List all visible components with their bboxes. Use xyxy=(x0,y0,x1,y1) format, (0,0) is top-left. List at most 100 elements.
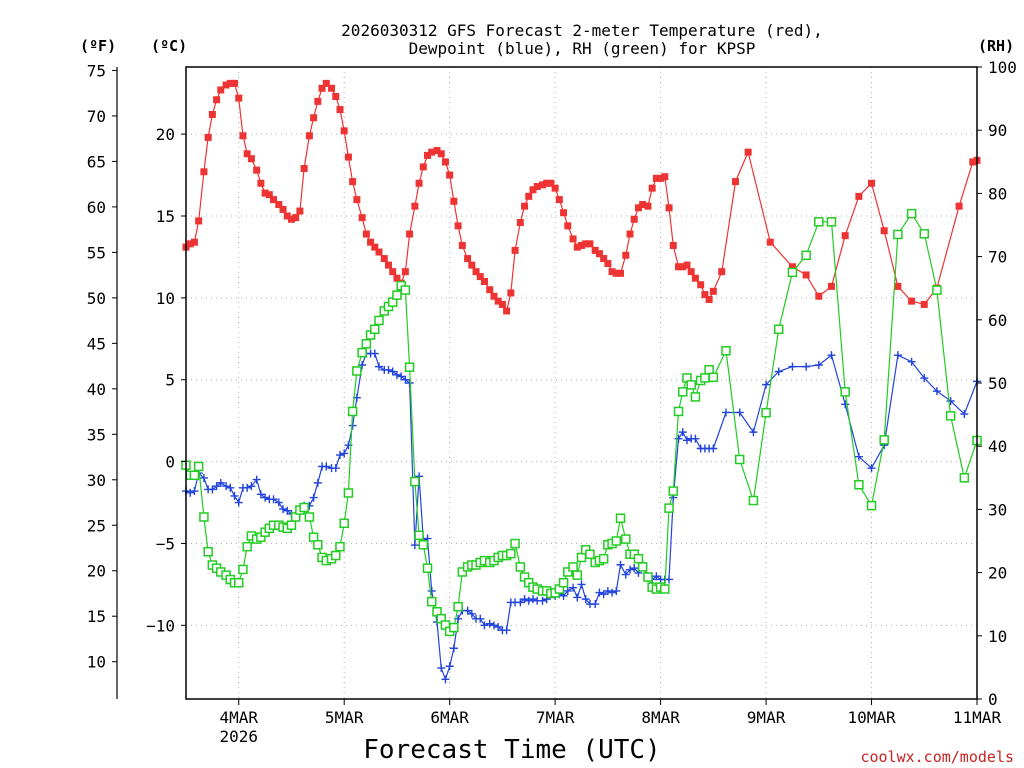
2-meter-temperature-point xyxy=(648,184,656,192)
relative-humidity-point xyxy=(568,562,578,572)
2-meter-temperature-point xyxy=(802,271,810,279)
2-meter-temperature-point xyxy=(634,204,642,212)
dewpoint-point xyxy=(621,570,630,579)
relative-humidity-point xyxy=(700,373,710,383)
dewpoint-point xyxy=(476,614,485,623)
dewpoint-point xyxy=(274,498,283,507)
dewpoint-point xyxy=(401,375,410,384)
relative-humidity-point xyxy=(331,550,341,561)
dewpoint-point xyxy=(269,495,278,504)
2-meter-temperature-point xyxy=(336,106,344,114)
2-meter-temperature-point xyxy=(428,148,436,156)
relative-humidity-point xyxy=(506,548,516,559)
dewpoint-point xyxy=(313,478,322,487)
dewpoint-point xyxy=(626,565,635,574)
dewpoint-point xyxy=(463,606,472,615)
fahrenheit-tick-label: 30 xyxy=(87,471,106,490)
2-meter-temperature-point xyxy=(644,202,652,210)
2-meter-temperature-point xyxy=(243,150,251,158)
2-meter-temperature-point xyxy=(287,215,295,223)
fahrenheit-unit-label: (ºF) xyxy=(80,37,116,55)
relative-humidity-point xyxy=(686,380,696,390)
dewpoint-point xyxy=(467,609,476,618)
relative-humidity-point xyxy=(233,577,244,588)
relative-humidity-point xyxy=(418,540,429,550)
dewpoint-point xyxy=(538,596,547,605)
2-meter-temperature-point xyxy=(551,184,559,192)
2-meter-temperature-point xyxy=(612,269,620,277)
2-meter-temperature-point xyxy=(458,241,466,249)
2-meter-temperature-point xyxy=(622,251,630,259)
relative-humidity-point xyxy=(193,461,204,472)
2-meter-temperature-point xyxy=(261,189,269,197)
2-meter-temperature-point xyxy=(511,246,519,254)
dewpoint-point xyxy=(502,626,511,635)
dewpoint-point xyxy=(595,588,604,597)
2-meter-temperature-point xyxy=(235,94,243,102)
2-meter-temperature-point xyxy=(353,196,361,204)
dewpoint-point xyxy=(581,595,590,604)
dewpoint-point xyxy=(616,560,625,569)
dewpoint-point xyxy=(485,619,494,628)
2-meter-temperature-point xyxy=(529,186,537,194)
dewpoint-point xyxy=(814,360,823,369)
2-meter-temperature-point xyxy=(591,246,599,254)
dewpoint-point xyxy=(252,475,261,484)
dewpoint-point xyxy=(243,483,252,492)
relative-humidity-point xyxy=(426,596,437,607)
2-meter-temperature-point xyxy=(731,178,739,186)
2-meter-temperature-point xyxy=(318,84,326,92)
2-meter-temperature-point xyxy=(788,263,796,271)
dewpoint-point xyxy=(599,590,608,599)
dewpoint-point xyxy=(208,485,217,494)
dewpoint-point xyxy=(735,408,744,417)
dewpoint-point xyxy=(577,580,586,589)
2-meter-temperature-point xyxy=(709,287,717,295)
2-meter-temperature-point xyxy=(908,297,916,305)
dewpoint-point xyxy=(230,491,239,500)
relative-humidity-point xyxy=(558,577,569,588)
2-meter-temperature-point xyxy=(358,214,366,222)
relative-humidity-point xyxy=(690,392,701,402)
dewpoint-point xyxy=(256,490,265,499)
relative-humidity-point xyxy=(576,552,587,563)
relative-humidity-point xyxy=(515,562,526,572)
fahrenheit-tick-label: 50 xyxy=(87,289,106,308)
dewpoint-point xyxy=(802,362,811,371)
2-meter-temperature-point xyxy=(669,241,677,249)
2-meter-temperature-point xyxy=(349,178,357,186)
2-meter-temperature-point xyxy=(279,205,287,213)
dewpoint-point xyxy=(441,675,450,684)
relative-humidity-line xyxy=(185,212,978,633)
2-meter-temperature-point xyxy=(195,217,203,225)
rh-tick-label: 10 xyxy=(988,627,1007,646)
relative-humidity-point xyxy=(392,290,402,300)
relative-humidity-point xyxy=(945,411,956,421)
dewpoint-point xyxy=(867,464,876,473)
relative-humidity-point xyxy=(374,315,384,326)
2-meter-temperature-point xyxy=(310,114,318,122)
relative-humidity-point xyxy=(572,570,583,580)
relative-humidity-point xyxy=(189,470,200,481)
dewpoint-point xyxy=(691,434,700,443)
dewpoint-point xyxy=(222,482,231,491)
relative-humidity-point xyxy=(919,229,930,239)
2-meter-temperature-point xyxy=(257,179,265,187)
celsius-tick-label: 15 xyxy=(156,207,175,226)
2-meter-temperature-point xyxy=(652,174,660,182)
celsius-tick-label: −5 xyxy=(156,534,175,553)
2-meter-temperature-point xyxy=(371,243,379,251)
2-meter-temperature-point xyxy=(573,243,581,251)
rh-tick-label: 90 xyxy=(988,121,1007,140)
dewpoint-point xyxy=(528,595,537,604)
dewpoint-point xyxy=(190,487,199,496)
2-meter-temperature-point xyxy=(275,201,283,209)
celsius-unit-label: (ºC) xyxy=(151,37,187,55)
relative-humidity-point xyxy=(643,572,653,582)
grid xyxy=(186,67,977,699)
relative-humidity-point xyxy=(585,549,595,560)
relative-humidity-point xyxy=(335,541,345,552)
2-meter-temperature-point xyxy=(687,268,695,276)
dewpoint-point xyxy=(907,357,916,366)
